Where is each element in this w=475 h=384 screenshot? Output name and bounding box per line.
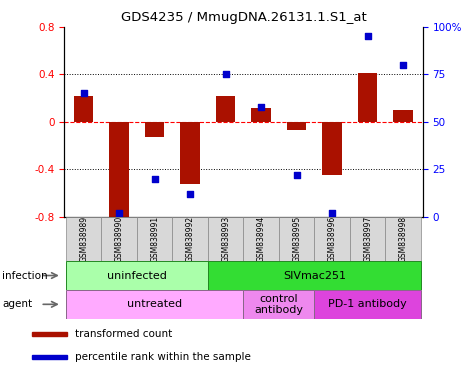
- Bar: [386, 217, 421, 261]
- Point: [293, 172, 301, 178]
- Bar: [393, 110, 413, 122]
- Bar: [208, 261, 421, 290]
- Bar: [243, 217, 279, 261]
- Bar: [172, 217, 208, 261]
- Bar: [101, 217, 137, 261]
- Bar: [66, 217, 101, 261]
- Point: [80, 90, 87, 96]
- Bar: [314, 217, 350, 261]
- Point: [257, 104, 265, 110]
- Text: GSM838996: GSM838996: [328, 216, 337, 262]
- Text: untreated: untreated: [127, 299, 182, 310]
- Text: GSM838989: GSM838989: [79, 216, 88, 262]
- Bar: [323, 122, 342, 175]
- Bar: [66, 290, 243, 319]
- Text: infection: infection: [2, 270, 48, 281]
- Text: percentile rank within the sample: percentile rank within the sample: [75, 352, 251, 362]
- Text: GSM838995: GSM838995: [292, 216, 301, 262]
- Text: SIVmac251: SIVmac251: [283, 270, 346, 281]
- Bar: [216, 96, 236, 122]
- Bar: [251, 108, 271, 122]
- Bar: [208, 217, 243, 261]
- Point: [186, 191, 194, 197]
- Text: agent: agent: [2, 299, 32, 310]
- Text: GSM838993: GSM838993: [221, 216, 230, 262]
- Text: transformed count: transformed count: [75, 329, 172, 339]
- Point: [151, 176, 159, 182]
- Bar: [350, 217, 386, 261]
- Bar: [180, 122, 200, 184]
- Title: GDS4235 / MmugDNA.26131.1.S1_at: GDS4235 / MmugDNA.26131.1.S1_at: [121, 11, 366, 24]
- Text: GSM838991: GSM838991: [150, 216, 159, 262]
- Bar: [66, 261, 208, 290]
- Point: [364, 33, 371, 40]
- Text: GSM838998: GSM838998: [399, 216, 408, 262]
- Point: [328, 210, 336, 216]
- Point: [399, 62, 407, 68]
- Point: [115, 210, 123, 216]
- Bar: [279, 217, 314, 261]
- Bar: [243, 290, 314, 319]
- Bar: [74, 96, 94, 122]
- Bar: [137, 217, 172, 261]
- Bar: [32, 355, 66, 359]
- Bar: [145, 122, 164, 137]
- Text: control
antibody: control antibody: [255, 293, 304, 315]
- Bar: [287, 122, 306, 130]
- Text: uninfected: uninfected: [107, 270, 167, 281]
- Text: GSM838997: GSM838997: [363, 216, 372, 262]
- Bar: [32, 332, 66, 336]
- Point: [222, 71, 229, 78]
- Bar: [314, 290, 421, 319]
- Text: GSM838994: GSM838994: [256, 216, 266, 262]
- Bar: [109, 122, 129, 217]
- Text: GSM838992: GSM838992: [186, 216, 195, 262]
- Text: PD-1 antibody: PD-1 antibody: [328, 299, 407, 310]
- Bar: [358, 73, 378, 122]
- Text: GSM838990: GSM838990: [114, 216, 124, 262]
